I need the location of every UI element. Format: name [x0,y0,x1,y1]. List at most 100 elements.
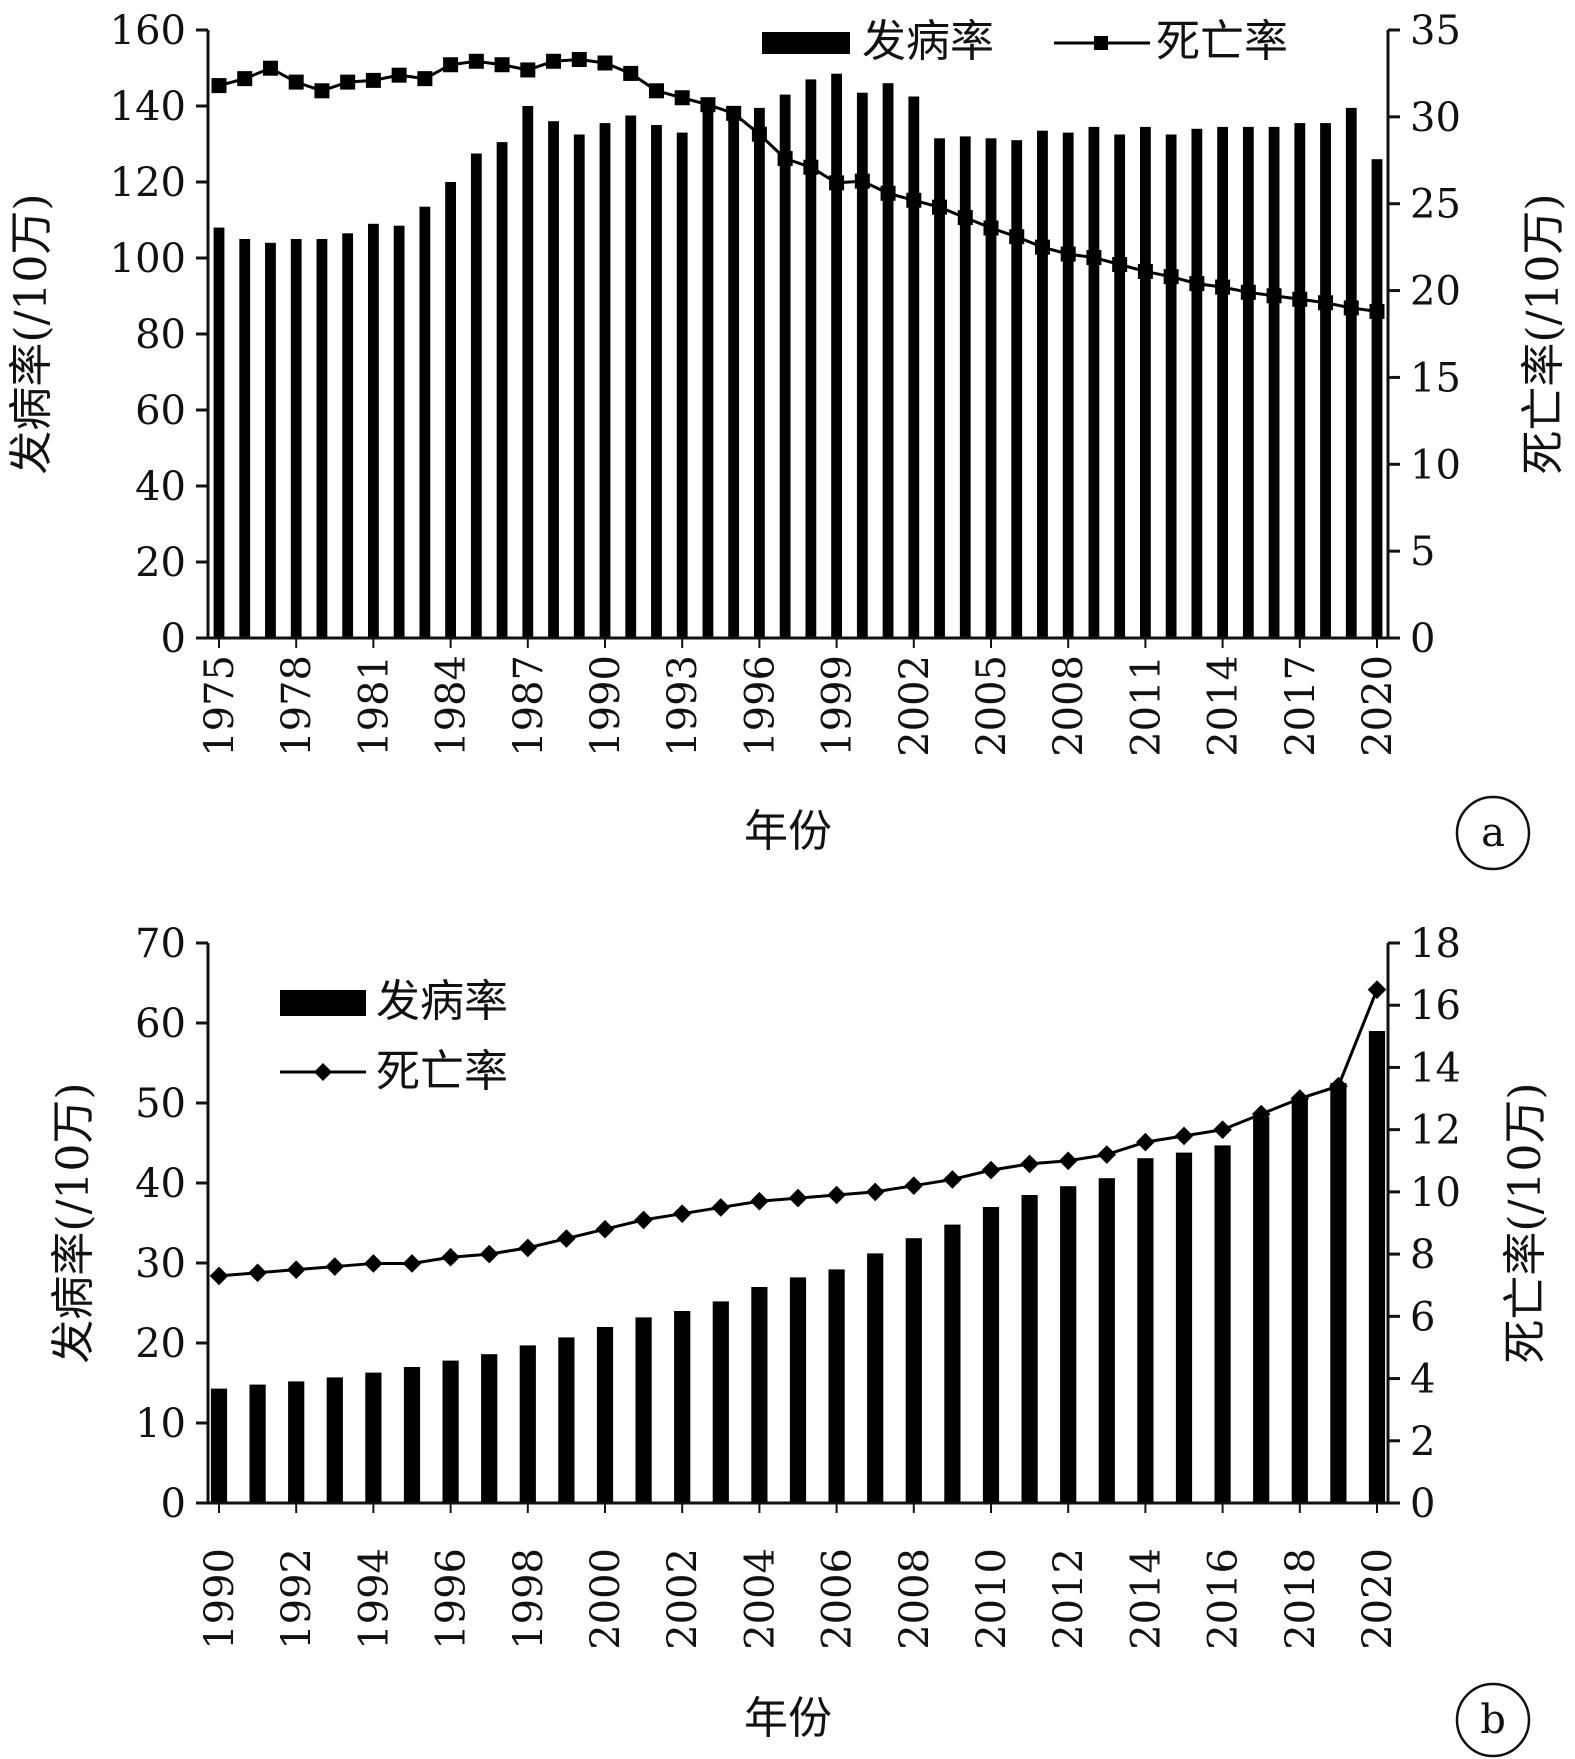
line-point-2006 [827,1185,846,1205]
bar-2005 [985,138,997,639]
left-tick-label: 10 [135,1401,186,1447]
x-tick-label: 1996 [737,655,783,757]
x-tick-label: 2005 [969,655,1015,757]
line-point-2016 [1213,1120,1232,1139]
bar-2007 [867,1253,884,1503]
bar-1978 [290,239,302,638]
line-point-2002 [672,1204,692,1223]
x-tick-label: 2020 [1355,1548,1401,1650]
x-tick-label: 2008 [892,1548,938,1650]
x-tick-label: 1998 [506,1548,552,1650]
left-axis-title: 发病率(/10万) [48,1082,99,1363]
line-point-2020 [1367,980,1387,999]
line-point-2001 [634,1210,653,1230]
line-point-1997 [777,151,793,167]
x-tick-label: 1990 [197,1548,243,1650]
bar-1983 [419,206,431,638]
bar-1995 [403,1367,421,1503]
legend-bar-swatch [280,990,366,1016]
bar-2009 [1088,126,1100,639]
x-tick-label: 1994 [351,1548,397,1650]
bar-2002 [908,96,920,638]
x-axis-title: 年份 [744,806,832,857]
line-point-2000 [854,173,870,189]
line-point-1985 [468,53,484,69]
bar-2020 [1368,1031,1386,1503]
x-tick-label: 2017 [1278,655,1324,757]
line-point-1976 [237,71,253,87]
line-point-2018 [1318,295,1334,311]
line-point-1992 [648,83,664,99]
bar-1993 [676,132,688,638]
panel-label: b [1480,1697,1506,1743]
line-point-2017 [1251,1104,1271,1124]
right-tick-label: 18 [1410,921,1461,967]
line-point-2020 [1369,303,1385,319]
bar-1998 [519,1345,536,1503]
bar-2014 [1137,1158,1154,1503]
legend-marker-swatch [314,1063,332,1081]
bar-2016 [1268,126,1280,639]
x-tick-label: 1984 [429,655,475,757]
x-tick-label: 2004 [737,1548,783,1650]
bar-1984 [445,182,457,638]
line-point-1978 [288,74,304,90]
bar-1976 [239,239,251,638]
line-point-1983 [417,71,433,87]
bar-2010 [982,1207,1000,1503]
line-point-2001 [880,185,896,201]
line-point-1982 [391,67,407,83]
left-tick-label: 60 [135,388,186,434]
chart-panel-a: 0 20 40 60 80 100 120 140 160 0 5 10 15 20 25 30 35 1975 1… [6,8,1569,871]
line-point-2007 [1034,239,1050,255]
left-tick-label: 60 [135,1001,186,1047]
right-axis-title: 死亡率(/10万) [1518,193,1569,474]
bar-1996 [754,107,765,638]
bar-2016 [1214,1145,1231,1503]
line-point-2015 [1174,1126,1194,1146]
line-point-1999 [829,175,845,191]
right-tick-label: 6 [1410,1294,1435,1340]
right-tick-label: 2 [1410,1419,1435,1465]
bar-2006 [1011,140,1023,638]
line-point-2019 [1343,300,1359,316]
line-point-2008 [904,1176,924,1195]
bar-1980 [342,233,354,639]
line-point-1977 [262,60,278,76]
line-point-2019 [1329,1076,1348,1096]
x-tick-label: 2014 [1123,1548,1169,1650]
right-tick-label: 0 [1410,616,1435,662]
line-point-2003 [932,199,948,215]
line-point-2004 [750,1191,769,1211]
line-path [218,58,1378,313]
bar-1985 [470,153,482,638]
legend-label-line: 死亡率 [376,1046,508,1097]
right-axis-title: 死亡率(/10万) [1500,1082,1551,1363]
line-point-2015 [1240,284,1256,300]
bar-2019 [1330,1083,1347,1503]
x-tick-label: 2011 [1123,655,1169,757]
left-tick-label: 30 [135,1241,186,1287]
line-point-1998 [518,1238,538,1258]
bar-1986 [496,142,508,638]
left-tick-label: 0 [161,616,186,662]
right-tick-label: 5 [1410,529,1435,575]
bar-2006 [828,1269,845,1503]
axes: 0 10 20 30 40 50 60 70 0 2 4 6 8 10 12 14 16 18 1990 1992 19… [135,921,1461,1650]
legend: 发病率 死亡率 [762,16,1288,67]
bar-1990 [599,123,611,639]
bar-2015 [1175,1152,1193,1503]
line-point-2005 [983,220,999,236]
left-tick-label: 160 [110,8,186,54]
line-point-2012 [1163,269,1179,285]
bar-1999 [558,1337,575,1503]
bar-1997 [779,94,791,639]
bar-1992 [651,125,662,638]
x-tick-label: 2016 [1201,1548,1247,1650]
line-point-2005 [788,1188,808,1208]
axes: 0 20 40 60 80 100 120 140 160 0 5 10 15 20 25 30 35 1975 1… [110,8,1461,757]
line-point-2010 [981,1160,1001,1180]
bar-2001 [635,1317,652,1503]
bar-1981 [368,223,379,639]
